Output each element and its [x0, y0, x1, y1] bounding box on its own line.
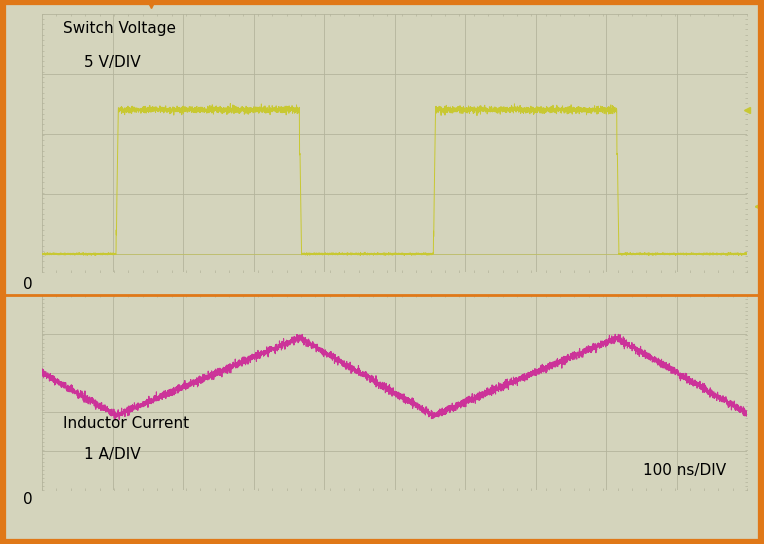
- Text: 5 V/DIV: 5 V/DIV: [84, 55, 141, 70]
- Text: Switch Voltage: Switch Voltage: [63, 21, 176, 36]
- Text: 0: 0: [23, 492, 33, 508]
- Text: Inductor Current: Inductor Current: [63, 416, 189, 431]
- Text: 0: 0: [23, 277, 33, 293]
- Text: 1 A/DIV: 1 A/DIV: [84, 447, 141, 462]
- Text: 100 ns/DIV: 100 ns/DIV: [643, 463, 726, 478]
